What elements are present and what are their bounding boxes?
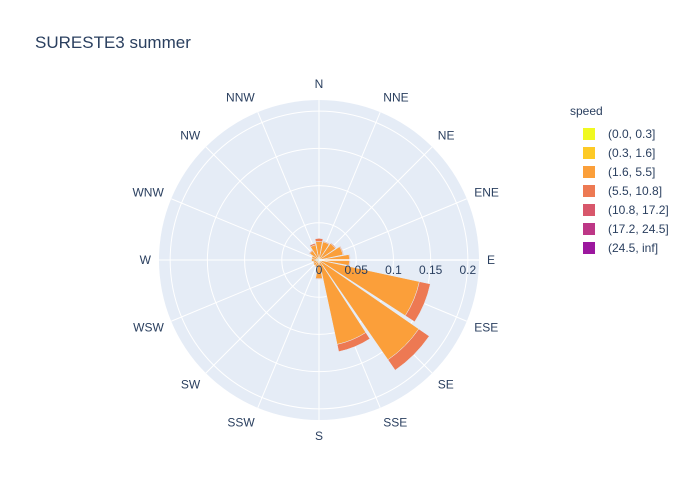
radial-tick-label: 0.1 (385, 263, 402, 277)
legend-label: (0.3, 1.6] (608, 145, 656, 160)
legend-label: (0.0, 0.3] (608, 126, 656, 141)
legend-swatch (583, 241, 595, 254)
legend-label: (1.6, 5.5] (608, 164, 656, 179)
bar-segment (322, 240, 330, 245)
bar-segment (308, 249, 314, 255)
legend-item[interactable]: (0.3, 1.6] (570, 143, 669, 162)
legend-label: (5.5, 10.8] (608, 183, 663, 198)
legend-item[interactable]: (0.0, 0.3] (570, 124, 669, 143)
bar-segment (336, 332, 371, 352)
direction-label-ese: ESE (474, 320, 498, 334)
direction-label-ssw: SSW (227, 416, 255, 430)
direction-label-nne: NNE (383, 90, 408, 104)
bar-segment (314, 238, 324, 242)
bar-segment (313, 260, 319, 266)
legend-item[interactable]: (1.6, 5.5] (570, 162, 669, 181)
legend-swatch (583, 203, 595, 216)
legend-swatch (583, 127, 595, 140)
angular-grid-line (205, 259, 320, 374)
radial-tick-label: 0.15 (419, 263, 443, 277)
direction-label-sw: SW (181, 377, 201, 391)
bar-segment (309, 242, 317, 248)
legend-swatch (583, 222, 595, 235)
legend-item[interactable]: (5.5, 10.8] (570, 181, 669, 200)
legend-label: (24.5, inf] (608, 240, 659, 255)
direction-label-wnw: WNW (132, 186, 164, 200)
legend-swatch (583, 165, 595, 178)
bar-segment (387, 328, 430, 371)
bar-segment (315, 278, 323, 280)
legend: speed (0.0, 0.3] (0.3, 1.6] (1.6, 5.5] (5.5… (570, 104, 669, 257)
legend-title: speed (570, 104, 603, 118)
radial-tick-label: 0 (316, 263, 323, 277)
legend-item[interactable]: (24.5, inf] (570, 238, 669, 257)
legend-item[interactable]: (10.8, 17.2] (570, 200, 669, 219)
bar-segment (339, 245, 345, 256)
direction-label-e: E (487, 253, 495, 267)
bar-segment (314, 261, 319, 268)
legend-label: (17.2, 24.5] (608, 221, 669, 236)
angular-grid-line (318, 146, 433, 261)
direction-label-n: N (315, 77, 324, 91)
angular-grid-line (170, 198, 320, 261)
radial-tick-label: 0.05 (345, 263, 369, 277)
bar-segment (330, 242, 337, 249)
direction-label-se: SE (438, 377, 454, 391)
direction-label-s: S (315, 429, 323, 443)
angular-grid-line (318, 198, 468, 261)
legend-label: (10.8, 17.2] (608, 202, 669, 217)
legend-swatch (583, 146, 595, 159)
angular-grid-line (257, 259, 320, 409)
direction-label-ne: NE (438, 129, 455, 143)
bar-segment (404, 281, 431, 323)
direction-label-w: W (140, 253, 152, 267)
direction-label-nw: NW (180, 129, 201, 143)
bars-group (308, 238, 431, 371)
radial-tick-label: 0.2 (459, 263, 476, 277)
direction-label-nnw: NNW (226, 90, 255, 104)
angular-grid-line (318, 111, 381, 261)
legend-item[interactable]: (17.2, 24.5] (570, 219, 669, 238)
direction-label-wsw: WSW (133, 320, 164, 334)
legend-swatch (583, 184, 595, 197)
angular-grid-line (170, 259, 320, 322)
angular-grid-line (257, 111, 320, 261)
angular-grid-line (205, 146, 320, 261)
chart-title: SURESTE3 summer (35, 33, 191, 52)
direction-label-ene: ENE (474, 186, 499, 200)
direction-label-sse: SSE (383, 416, 407, 430)
